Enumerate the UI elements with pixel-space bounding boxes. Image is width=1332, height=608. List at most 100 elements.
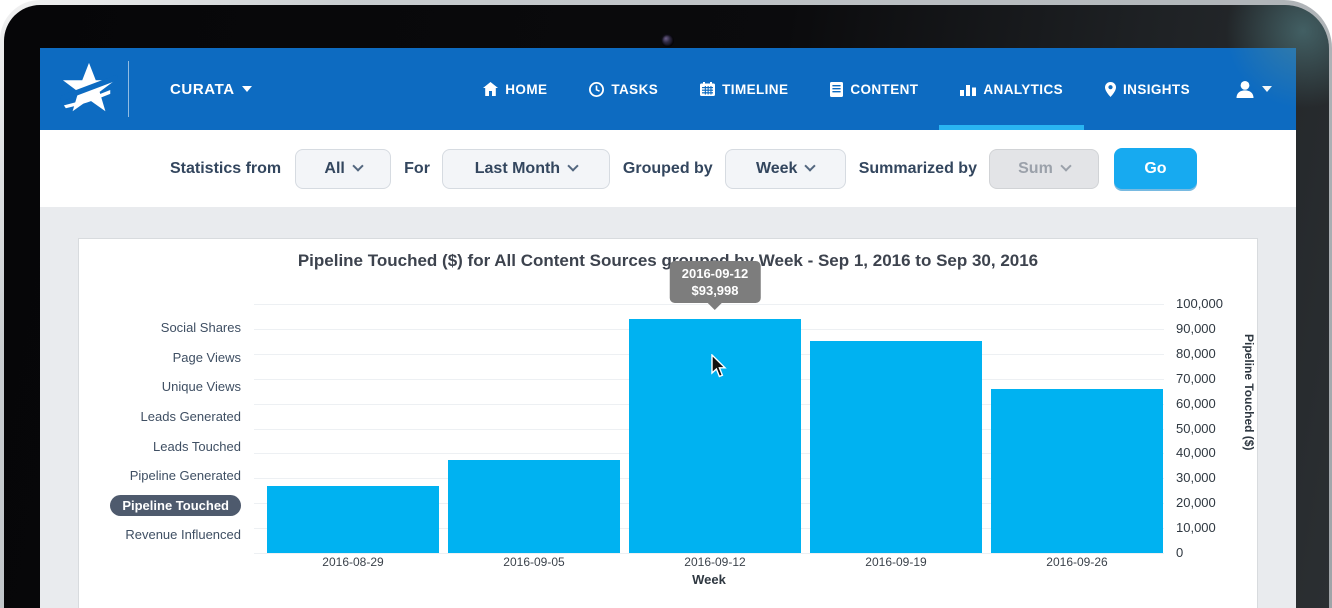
y-tick-label: 40,000 — [1176, 445, 1216, 461]
gridline — [254, 553, 1164, 554]
user-icon — [1236, 81, 1254, 98]
chevron-down-icon — [1262, 86, 1272, 92]
metric-item[interactable]: Pipeline Touched — [79, 491, 241, 521]
x-tick-label: 2016-09-12 — [684, 555, 746, 569]
for-label: For — [404, 159, 430, 177]
metric-item-label: Revenue Influenced — [125, 527, 241, 543]
chart-card: Pipeline Touched ($) for All Content Sou… — [78, 238, 1258, 608]
metric-item-label: Pipeline Touched — [110, 494, 241, 516]
x-tick-label: 2016-09-26 — [1046, 555, 1108, 569]
summarized-by-label: Summarized by — [858, 159, 977, 177]
group-by-select[interactable]: Week — [724, 148, 846, 189]
bar-chart-icon — [960, 85, 977, 96]
screen: CURATA HOME TASKS TIMELINE — [40, 48, 1296, 608]
metric-item[interactable]: Social Shares — [79, 313, 241, 343]
brand-label: CURATA — [170, 80, 235, 98]
y-tick-label: 60,000 — [1176, 395, 1216, 411]
metric-item[interactable]: Page Views — [79, 343, 241, 373]
bar-2016-09-05[interactable] — [448, 460, 620, 553]
y-tick-label: 0 — [1176, 545, 1184, 560]
content-source-select[interactable]: All — [295, 148, 392, 189]
nav-label: TASKS — [611, 81, 659, 97]
statistics-from-label: Statistics from — [170, 159, 282, 177]
y-tick-label: 50,000 — [1176, 420, 1216, 436]
group-by-value: Week — [755, 159, 798, 177]
y-tick-label: 70,000 — [1176, 370, 1216, 386]
grouped-by-label: Grouped by — [622, 159, 713, 177]
filter-bar: Statistics from All For Last Month Group… — [40, 130, 1296, 207]
mouse-cursor-icon — [711, 354, 727, 378]
x-axis-ticks: 2016-08-29 2016-09-05 2016-09-12 2016-09-19… — [254, 555, 1164, 571]
calendar-icon — [700, 82, 716, 96]
x-tick-label: 2016-08-29 — [322, 555, 384, 569]
metric-item[interactable]: Revenue Influenced — [79, 520, 241, 550]
content-source-value: All — [324, 159, 345, 177]
nav-label: HOME — [505, 81, 548, 97]
metric-item[interactable]: Pipeline Generated — [79, 461, 241, 491]
x-axis-title: Week — [692, 572, 726, 587]
nav-item-home[interactable]: HOME — [462, 48, 568, 130]
metric-item[interactable]: Leads Touched — [79, 431, 241, 461]
nav-divider — [128, 61, 129, 117]
nav-label: ANALYTICS — [983, 81, 1064, 97]
clock-icon — [589, 81, 605, 97]
metric-item[interactable]: Leads Generated — [79, 402, 241, 432]
period-select[interactable]: Last Month — [441, 148, 610, 189]
chart-title: Pipeline Touched ($) for All Content Sou… — [297, 251, 1039, 270]
y-axis-title: Pipeline Touched ($) — [1242, 334, 1256, 451]
user-menu[interactable] — [1211, 48, 1282, 130]
metric-item-label: Social Shares — [160, 320, 241, 336]
page-content: Pipeline Touched ($) for All Content Sou… — [40, 207, 1296, 608]
y-tick-label: 30,000 — [1176, 470, 1216, 486]
nav-item-insights[interactable]: INSIGHTS — [1084, 48, 1211, 130]
y-tick-label: 20,000 — [1176, 495, 1216, 511]
plot-area — [254, 304, 1164, 554]
tablet-bezel: CURATA HOME TASKS TIMELINE — [4, 5, 1329, 608]
nav-item-tasks[interactable]: TASKS — [568, 48, 679, 130]
metric-menu: Social Shares Page Views Unique Views Leads… — [79, 313, 241, 550]
nav-label: INSIGHTS — [1123, 81, 1190, 97]
y-tick-label: 90,000 — [1176, 320, 1216, 336]
bar-2016-09-19[interactable] — [810, 341, 982, 553]
bar-2016-08-29[interactable] — [267, 486, 439, 553]
metric-item-label: Pipeline Generated — [129, 468, 241, 484]
metric-item-label: Leads Generated — [140, 409, 241, 425]
brand-menu[interactable]: CURATA — [170, 48, 252, 130]
chevron-down-icon — [352, 160, 364, 172]
x-tick-label: 2016-09-05 — [503, 555, 565, 569]
y-axis-ticks: 100,000 90,000 80,000 70,000 60,000 50,000 40,… — [1176, 296, 1246, 560]
metric-item-label: Leads Touched — [153, 438, 241, 454]
summarize-select: Sum — [988, 148, 1099, 189]
go-button[interactable]: Go — [1113, 148, 1197, 189]
chart-tooltip: 2016-09-12 $93,998 — [669, 261, 761, 303]
metric-item-label: Page Views — [172, 349, 241, 365]
y-tick-label: 80,000 — [1176, 345, 1216, 361]
tooltip-date: 2016-09-12 — [681, 266, 749, 281]
bar-2016-09-26[interactable] — [991, 389, 1163, 553]
document-icon — [830, 81, 844, 97]
y-tick-label: 100,000 — [1176, 296, 1223, 311]
y-tick-label: 10,000 — [1176, 520, 1216, 536]
metric-item[interactable]: Unique Views — [79, 372, 241, 402]
chevron-down-icon — [804, 160, 817, 172]
nav-item-content[interactable]: CONTENT — [809, 48, 939, 130]
nav-menu: HOME TASKS TIMELINE CONTENT — [462, 48, 1282, 130]
chevron-down-icon — [567, 160, 579, 172]
nav-label: TIMELINE — [722, 81, 789, 97]
home-icon — [483, 82, 499, 96]
front-camera — [661, 34, 674, 47]
curata-logo-icon[interactable] — [60, 61, 118, 117]
x-tick-label: 2016-09-19 — [865, 555, 927, 569]
nav-label: CONTENT — [850, 81, 919, 97]
chevron-down-icon — [241, 86, 252, 92]
nav-item-analytics[interactable]: ANALYTICS — [939, 48, 1084, 130]
metric-item-label: Unique Views — [161, 379, 241, 395]
map-pin-icon — [1105, 81, 1117, 97]
nav-item-timeline[interactable]: TIMELINE — [679, 48, 809, 130]
period-value: Last Month — [474, 159, 561, 177]
top-navbar: CURATA HOME TASKS TIMELINE — [40, 48, 1296, 130]
summarize-value: Sum — [1018, 159, 1053, 177]
chevron-down-icon — [1060, 160, 1072, 172]
tooltip-value: $93,998 — [691, 283, 739, 298]
